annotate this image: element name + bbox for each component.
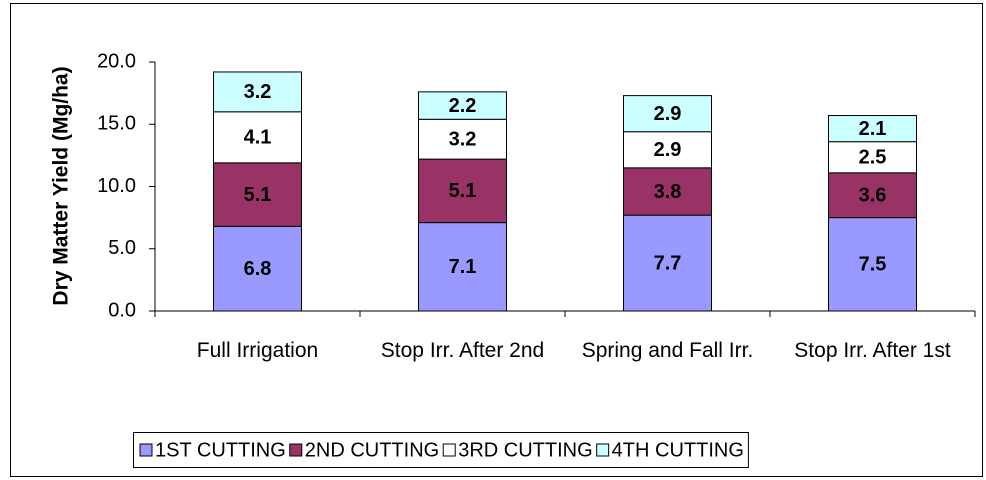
bar-segment: [828, 141, 917, 174]
y-tick-label: 10.0: [97, 175, 136, 197]
x-tick-label: Full Irrigation: [196, 339, 319, 362]
bar-segment: [828, 115, 917, 143]
legend-label: 4TH CUTTING: [612, 439, 744, 461]
legend-box: [133, 432, 749, 468]
bar-segment: [418, 158, 507, 224]
legend-label: 3RD CUTTING: [458, 439, 592, 461]
bar-segment: [623, 131, 712, 169]
legend-marker: [442, 443, 456, 457]
data-label: 3.2: [449, 128, 477, 150]
y-tick-label: 5.0: [108, 237, 136, 259]
bar-segment: [828, 172, 917, 219]
data-label: 4.1: [244, 127, 272, 149]
bar-segment: [623, 214, 712, 312]
bar-segment: [623, 167, 712, 216]
y-axis-title: Dry Matter Yield (Mg/ha): [50, 66, 73, 305]
data-label: 2.9: [654, 103, 682, 125]
legend-marker: [289, 443, 303, 457]
y-tick-label: 15.0: [97, 113, 136, 135]
data-label: 2.2: [449, 95, 477, 117]
data-label: 5.1: [449, 180, 477, 202]
y-tick-label: 0.0: [108, 299, 136, 321]
data-label: 7.5: [859, 254, 887, 276]
x-tick-label: Stop Irr. After 1st: [794, 339, 951, 362]
data-label: 7.1: [449, 256, 477, 278]
bar-segment: [418, 91, 507, 120]
bar-segment: [213, 71, 302, 113]
legend-label: 1ST CUTTING: [155, 439, 286, 461]
x-tick-label: Spring and Fall Irr.: [581, 339, 754, 362]
bar-segment: [623, 95, 712, 133]
data-label: 7.7: [654, 252, 682, 274]
data-label: 2.5: [859, 147, 887, 169]
data-label: 3.8: [654, 181, 682, 203]
data-label: 2.9: [654, 139, 682, 161]
data-label: 2.1: [859, 118, 887, 140]
x-tick-label: Stop Irr. After 2nd: [380, 339, 545, 362]
bar-segment: [828, 217, 917, 312]
legend-marker: [139, 443, 153, 457]
legend-label: 2ND CUTTING: [305, 439, 439, 461]
data-label: 6.8: [244, 258, 272, 280]
legend-marker: [596, 443, 610, 457]
bar-segment: [418, 118, 507, 160]
data-label: 5.1: [244, 184, 272, 206]
data-label: 3.6: [859, 184, 887, 206]
data-label: 3.2: [244, 81, 272, 103]
y-tick-label: 20.0: [97, 50, 136, 72]
